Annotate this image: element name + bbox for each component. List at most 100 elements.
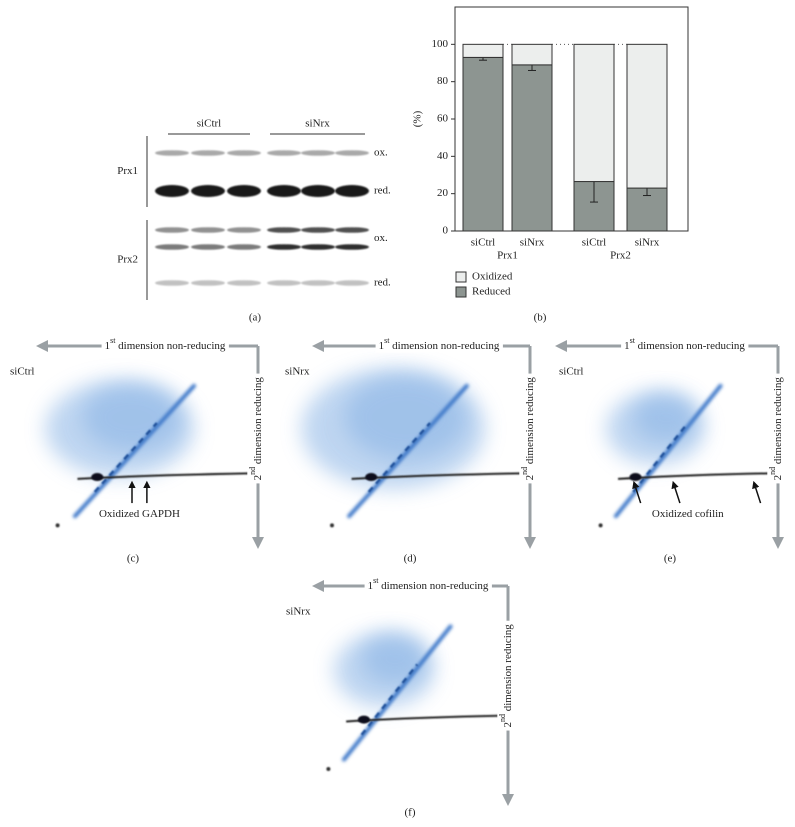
diagonal-core	[367, 422, 431, 493]
dark-spot	[326, 767, 331, 771]
blot-band	[191, 227, 225, 233]
y-tick-label: 0	[443, 225, 449, 237]
blot-band	[155, 244, 189, 250]
axis-text: dimension reducing	[524, 377, 536, 467]
label-mask	[364, 575, 492, 593]
blot-band	[335, 280, 369, 286]
sample-label: siCtrl	[559, 366, 583, 378]
axis-text: dimension non-reducing	[389, 340, 499, 352]
axis-ordinal: 1	[368, 580, 374, 592]
diagonal-core	[93, 422, 158, 493]
axis-suffix: st	[630, 336, 636, 345]
annotation-arrow	[671, 480, 681, 504]
protein-cloud	[82, 384, 182, 451]
label-mask	[767, 373, 785, 484]
protein-cloud	[633, 392, 699, 443]
sample-label: siCtrl	[10, 366, 34, 378]
diagonal-streak	[341, 624, 453, 762]
axis-suffix: nd	[768, 467, 777, 475]
label-mask	[519, 373, 537, 484]
axis-text: dimension non-reducing	[635, 340, 745, 352]
y-axis-label: (%)	[412, 110, 424, 127]
bar-segment	[462, 43, 504, 58]
panel-label: (f)	[405, 807, 416, 819]
group-label: siCtrl	[197, 118, 221, 130]
axis-text: dimension reducing	[502, 624, 514, 714]
bar-segment	[626, 43, 668, 189]
sample-label: siNrx	[285, 366, 310, 378]
panel-label: (c)	[127, 553, 140, 565]
protein-label: Prx1	[117, 165, 138, 177]
gel-image	[598, 383, 769, 528]
dark-spot	[55, 523, 60, 528]
panel-label: (d)	[404, 553, 417, 565]
axis-text: dimension reducing	[252, 377, 264, 467]
protein-cloud	[361, 633, 429, 685]
blot-band	[267, 150, 301, 156]
axis-ordinal: 1	[105, 340, 111, 352]
bar-segment	[462, 56, 504, 232]
blot-band	[191, 280, 225, 286]
blot-band	[301, 185, 335, 197]
bar-segment	[626, 187, 668, 232]
protein-label: Prx2	[117, 254, 138, 266]
x-tick-label: siNrx	[520, 237, 545, 249]
axis-ordinal: 2	[252, 475, 264, 481]
panel-label: (a)	[249, 312, 262, 324]
y-tick-label: 80	[437, 75, 449, 87]
axis-ordinal: 2	[524, 475, 536, 481]
diagonal-core	[360, 663, 419, 736]
legend-label: Oxidized	[472, 271, 513, 283]
annotation: Oxidized GAPDH	[99, 508, 180, 520]
blot-band	[267, 185, 301, 197]
axis-text: dimension non-reducing	[378, 580, 488, 592]
group-label: Prx2	[610, 250, 631, 262]
blot-band	[191, 185, 225, 197]
blot-band	[301, 244, 335, 250]
blot-band	[227, 227, 261, 233]
band-label: red.	[374, 185, 391, 197]
diagonal-streak	[72, 383, 196, 519]
axis-suffix: nd	[498, 714, 507, 722]
blot-band	[155, 150, 189, 156]
label-mask	[101, 335, 229, 353]
blot-band	[155, 227, 189, 233]
diagonal-streak	[347, 383, 469, 519]
dark-spot	[629, 473, 642, 482]
annotation-arrow	[752, 480, 762, 504]
blot-band	[301, 150, 335, 156]
bar-segment	[573, 181, 615, 232]
axis-suffix: st	[384, 336, 390, 345]
legend-label: Reduced	[472, 286, 511, 298]
group-label: siNrx	[305, 118, 330, 130]
axis-label: 2nd dimension reducing	[248, 377, 263, 481]
axis-label: 1st dimension non-reducing	[105, 336, 226, 351]
panel-label: (e)	[664, 553, 677, 565]
legend-swatch	[455, 286, 467, 298]
blot-band	[267, 227, 301, 233]
x-tick-label: siCtrl	[582, 237, 606, 249]
dark-spot	[365, 473, 378, 482]
dark-spot	[598, 523, 603, 528]
axis-ordinal: 2	[772, 475, 784, 481]
blot-band	[301, 280, 335, 286]
axis-label: 2nd dimension reducing	[498, 624, 513, 728]
axis-label: 1st dimension non-reducing	[379, 336, 500, 351]
annotation-arrow	[632, 480, 642, 504]
y-tick-label: 40	[437, 150, 449, 162]
dark-spot	[357, 715, 370, 724]
blot-band	[227, 150, 261, 156]
bar-segment	[573, 43, 615, 183]
axis-ordinal: 1	[379, 340, 385, 352]
blot-band	[267, 244, 301, 250]
y-tick-label: 60	[437, 113, 449, 125]
axis-label: 2nd dimension reducing	[520, 377, 535, 481]
blot-band	[301, 227, 335, 233]
blot-band	[267, 280, 301, 286]
gel-image	[301, 368, 521, 528]
axis-ordinal: 2	[502, 722, 514, 728]
axis-label: 1st dimension non-reducing	[368, 576, 489, 591]
label-mask	[247, 373, 265, 484]
label-mask	[621, 335, 749, 353]
